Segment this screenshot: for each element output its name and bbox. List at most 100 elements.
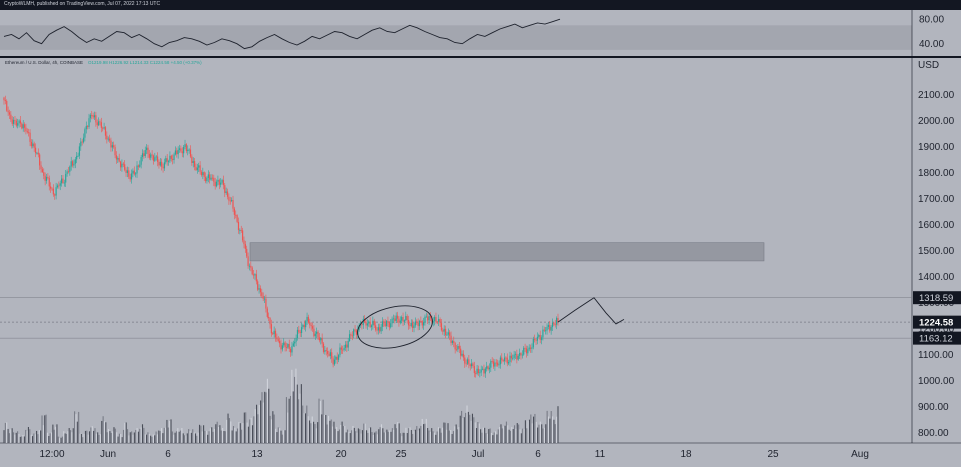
volume-bar [234,427,236,443]
candle-body [209,174,211,180]
volume-bar [26,430,28,443]
candle-body [132,170,134,174]
volume-bar [277,427,279,443]
candle-body [203,172,205,177]
volume-bar [357,428,359,443]
volume-bar [448,430,450,443]
candle-body [332,358,334,365]
candle-body [460,348,462,356]
candle-body [473,366,475,374]
candle-body [444,328,447,335]
volume-bar [224,431,226,443]
volume-bar [78,411,80,443]
volume-bar [311,416,313,443]
volume-bar [154,435,156,443]
volume-bar [283,430,285,443]
volume-bar [222,428,224,443]
volume-bar [159,431,161,443]
volume-bar [284,430,286,443]
candle-body [342,349,344,351]
volume-bar [75,414,77,443]
volume-bar [363,423,365,443]
volume-bar [355,431,357,443]
volume-bar [372,434,374,443]
candle-body [110,140,112,148]
candle-body [246,248,248,257]
volume-bar [489,428,491,443]
candle-body [414,321,416,326]
volume-bar [370,427,372,443]
volume-bar [17,431,19,443]
volume-bar [76,421,78,443]
tradingview-chart[interactable]: 80.00 40.00 Ethereum / U.S. Dollar, 4h, C… [0,9,961,467]
volume-bar [61,436,63,443]
volume-bar [493,432,495,443]
volume-bar [516,423,518,443]
pane-separator[interactable] [0,56,961,58]
volume-bar [406,433,408,443]
volume-bar [158,430,160,443]
volume-bar [95,433,97,443]
volume-bar [361,430,364,443]
volume-bar [56,424,58,443]
candle-body [200,171,203,176]
volume-bar [526,428,528,443]
price-tag-bg [913,331,961,345]
rsi-axis[interactable] [912,10,961,56]
volume-bar [219,425,221,443]
candle-body [62,178,64,183]
resistance-zone[interactable] [249,242,765,262]
volume-bar [67,431,69,443]
price-axis[interactable] [912,58,961,443]
time-tick-label: 25 [395,449,407,460]
candle-body [103,127,105,129]
candle-body [233,208,235,215]
volume-bar [114,428,116,443]
candle-body [12,119,15,124]
candle-body [368,321,370,324]
candle-body [87,125,89,127]
candle-body [525,348,528,354]
projection-path[interactable] [557,297,625,325]
candle-body [65,174,67,183]
volume-bar [166,419,168,443]
volume-bar [19,436,21,443]
candle-body [251,267,253,275]
volume-bar [34,434,36,443]
candle-body [178,148,181,150]
candle-body [383,321,385,324]
candle-body [550,327,552,331]
candle-body [543,329,545,331]
ellipse-annotation[interactable] [354,300,437,355]
volume-bar [418,428,421,443]
volume-bar [217,426,220,443]
volume-bar [405,427,407,443]
candle-body [125,169,127,173]
candle-body [309,322,311,326]
candle-body [81,141,83,143]
volume-bar [38,430,40,443]
volume-bar [208,431,210,443]
volume-bar [262,402,264,443]
candle-body [487,366,489,370]
volume-bar [333,421,335,443]
candle-body [98,121,100,126]
volume-bar [245,412,247,443]
volume-bar [500,424,502,443]
candle-body [416,321,418,323]
volume-bar [440,432,442,443]
volume-bar [29,429,31,443]
volume-bar [87,434,89,443]
candle-body [346,344,348,348]
candle-body [92,115,94,118]
candle-body [100,122,102,128]
volume-bar [360,433,362,443]
candle-body [546,326,548,331]
volume-bar [395,428,397,443]
price-tick-label: 1500.00 [918,246,955,257]
time-axis[interactable] [0,443,961,467]
candle-body [52,188,54,195]
volume-bar [412,433,414,443]
candle-body [494,362,496,367]
candle-body [266,308,268,317]
